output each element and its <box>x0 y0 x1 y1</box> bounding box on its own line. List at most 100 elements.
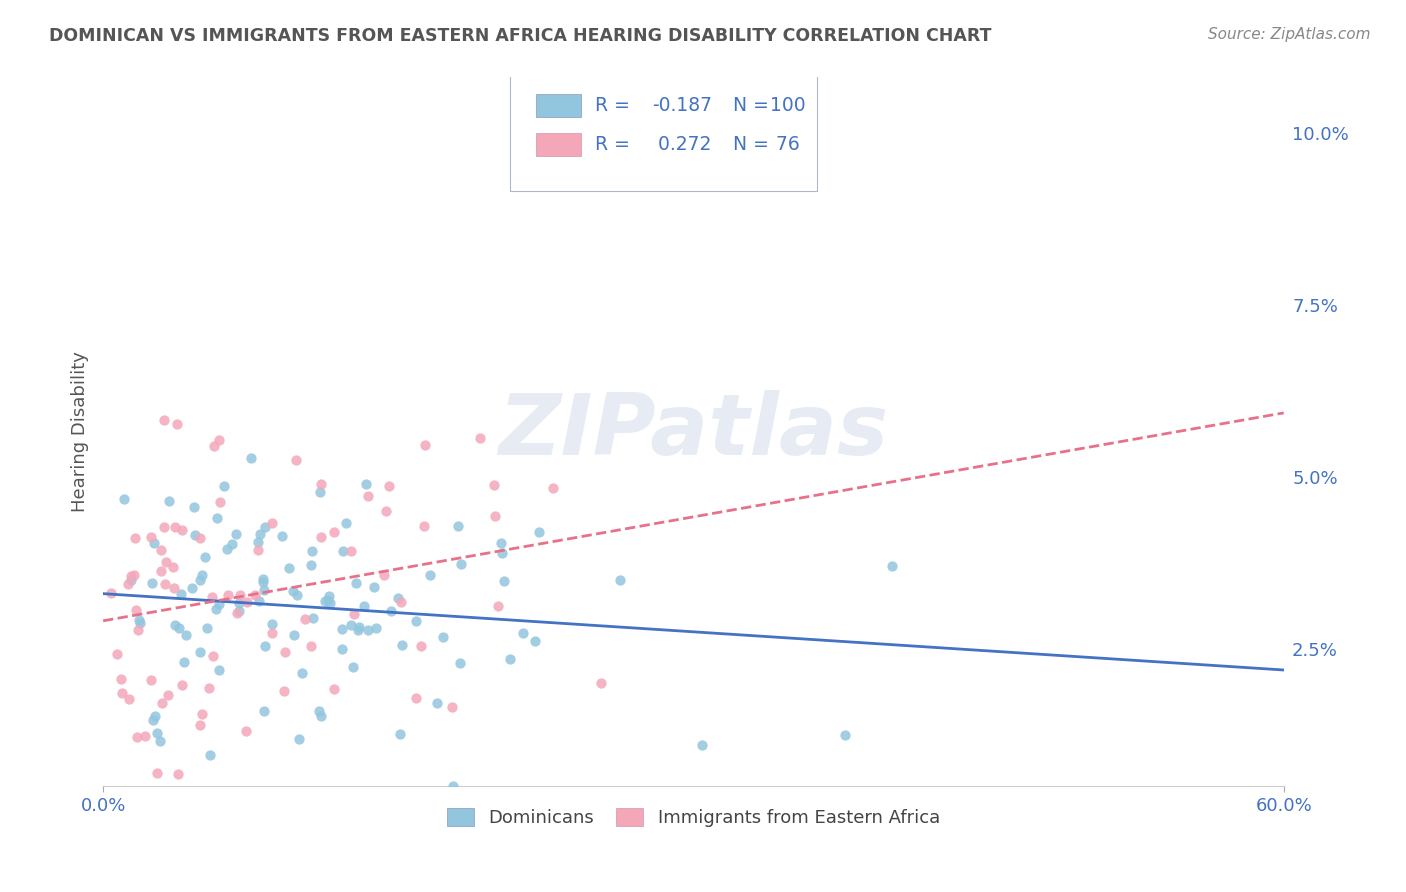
Point <box>149 734 172 748</box>
Point <box>330 642 353 657</box>
Point <box>335 516 357 530</box>
Point <box>524 634 547 648</box>
Point <box>340 543 363 558</box>
Point <box>299 558 322 572</box>
Point <box>260 617 283 632</box>
Point <box>170 587 193 601</box>
Point <box>308 704 330 718</box>
Point <box>155 555 177 569</box>
Point <box>489 535 512 549</box>
Point <box>318 589 340 603</box>
Point <box>100 586 122 600</box>
Point <box>118 692 141 706</box>
Point <box>120 569 142 583</box>
Point <box>150 696 173 710</box>
Point <box>212 479 235 493</box>
Point <box>314 594 336 608</box>
Point <box>449 657 471 671</box>
Point <box>188 531 211 545</box>
Point <box>432 630 454 644</box>
Legend: Dominicans, Immigrants from Eastern Africa: Dominicans, Immigrants from Eastern Afri… <box>440 800 948 834</box>
Point <box>120 573 142 587</box>
Point <box>208 597 231 611</box>
Point <box>128 615 150 630</box>
Point <box>221 537 243 551</box>
Point <box>128 613 150 627</box>
Point <box>353 599 375 614</box>
Point <box>529 524 551 539</box>
Point <box>283 628 305 642</box>
Point <box>139 530 162 544</box>
Text: DOMINICAN VS IMMIGRANTS FROM EASTERN AFRICA HEARING DISABILITY CORRELATION CHART: DOMINICAN VS IMMIGRANTS FROM EASTERN AFR… <box>49 27 991 45</box>
Point <box>235 724 257 739</box>
Point <box>111 686 134 700</box>
Point <box>273 684 295 698</box>
Point <box>354 476 377 491</box>
Point <box>134 729 156 743</box>
Point <box>309 709 332 723</box>
Point <box>283 584 305 599</box>
Point <box>388 726 411 740</box>
Point <box>254 520 277 534</box>
Point <box>373 567 395 582</box>
Point <box>482 477 505 491</box>
Point <box>157 494 180 508</box>
Point <box>153 520 176 534</box>
Point <box>208 495 231 509</box>
Point <box>357 623 380 637</box>
Point <box>156 688 179 702</box>
Text: 100: 100 <box>770 96 806 115</box>
Point <box>165 520 187 534</box>
Point <box>146 766 169 780</box>
Point <box>301 544 323 558</box>
Point <box>145 708 167 723</box>
Point <box>375 504 398 518</box>
Point <box>274 645 297 659</box>
Point <box>195 621 218 635</box>
Point <box>690 738 713 752</box>
Point <box>208 663 231 677</box>
Point <box>166 417 188 432</box>
Point <box>278 561 301 575</box>
FancyBboxPatch shape <box>537 134 581 156</box>
Point <box>170 524 193 538</box>
Point <box>194 550 217 565</box>
Point <box>419 568 441 582</box>
Point <box>262 516 284 531</box>
Point <box>173 655 195 669</box>
Point <box>181 581 204 595</box>
Point <box>253 639 276 653</box>
Point <box>243 588 266 602</box>
Point <box>188 645 211 659</box>
Point <box>285 588 308 602</box>
Text: Source: ZipAtlas.com: Source: ZipAtlas.com <box>1208 27 1371 42</box>
Point <box>202 439 225 453</box>
Point <box>163 618 186 632</box>
Point <box>450 558 472 572</box>
Text: R =: R = <box>596 136 637 154</box>
Point <box>127 624 149 638</box>
Point <box>174 628 197 642</box>
Point <box>139 673 162 687</box>
Point <box>426 696 449 710</box>
Point <box>205 511 228 525</box>
Point <box>143 536 166 550</box>
Point <box>357 489 380 503</box>
Point <box>380 604 402 618</box>
Point <box>340 617 363 632</box>
Point <box>332 543 354 558</box>
Point <box>215 542 238 557</box>
Point <box>323 681 346 696</box>
Point <box>252 573 274 587</box>
Point <box>228 596 250 610</box>
Point <box>441 700 464 714</box>
Point <box>229 588 252 602</box>
Point <box>201 591 224 605</box>
Point <box>184 528 207 542</box>
Point <box>316 593 339 607</box>
Point <box>228 604 250 618</box>
Point <box>541 482 564 496</box>
Text: N =: N = <box>714 136 775 154</box>
Point <box>105 647 128 661</box>
Point <box>347 624 370 638</box>
